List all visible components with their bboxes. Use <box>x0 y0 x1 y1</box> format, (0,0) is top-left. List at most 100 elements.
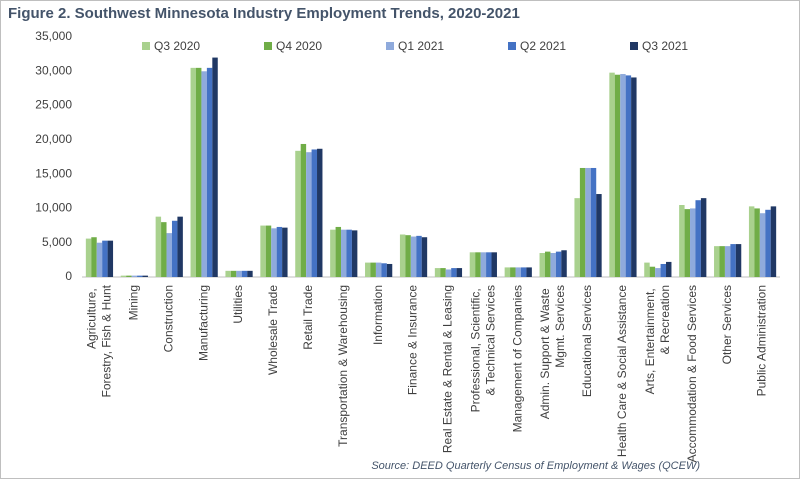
bar <box>596 194 602 277</box>
bar <box>451 268 457 277</box>
bar <box>434 268 441 277</box>
y-tick-label: 35,000 <box>35 29 72 43</box>
bar <box>504 267 511 277</box>
x-tick-label: Transportation & Warehousing <box>336 285 350 447</box>
bar <box>469 252 476 277</box>
bar <box>655 268 661 277</box>
bar <box>644 262 650 277</box>
bar <box>85 238 92 277</box>
y-tick-label: 25,000 <box>35 98 72 112</box>
bar <box>695 200 701 277</box>
bar <box>510 267 516 277</box>
bar <box>475 252 481 277</box>
bar <box>107 240 114 277</box>
bar <box>735 244 742 277</box>
bar <box>515 267 521 277</box>
bar <box>171 220 178 277</box>
bar <box>370 262 376 277</box>
bar <box>631 77 637 277</box>
legend-label: Q2 2021 <box>520 39 566 53</box>
x-tick-label: Construction <box>161 285 175 352</box>
bar <box>306 152 312 277</box>
legend-label: Q3 2021 <box>642 39 688 53</box>
bar <box>724 246 731 277</box>
legend-swatch <box>630 42 638 50</box>
bar <box>282 227 288 277</box>
bar <box>341 229 347 277</box>
bar <box>91 237 97 277</box>
source-note: Source: DEED Quarterly Census of Employm… <box>371 460 700 472</box>
bar <box>759 213 766 277</box>
bar <box>679 205 685 277</box>
bar <box>625 75 632 278</box>
x-tick-label: Accommodation & Food Services <box>685 285 699 462</box>
legend-label: Q1 2021 <box>398 39 444 53</box>
bar <box>410 236 417 277</box>
y-tick-label: 0 <box>65 269 72 283</box>
bar <box>260 225 266 277</box>
bar <box>102 240 108 277</box>
x-tick-label: Real Estate & Rental & Leasing <box>441 285 455 453</box>
y-tick-label: 30,000 <box>35 63 72 77</box>
legend-label: Q4 2020 <box>276 39 322 53</box>
bar <box>236 270 242 277</box>
bar <box>155 216 162 277</box>
bar <box>225 270 231 277</box>
bar <box>539 253 545 277</box>
bar <box>690 208 696 277</box>
bar <box>142 275 148 277</box>
bar <box>544 251 551 277</box>
y-tick-label: 5,000 <box>42 235 72 249</box>
chart-title: Figure 2. Southwest Minnesota Industry E… <box>8 5 520 22</box>
bar <box>375 262 382 277</box>
bar <box>126 275 132 277</box>
bar <box>351 230 358 277</box>
bar <box>719 246 725 277</box>
bar <box>700 198 707 277</box>
bar <box>271 228 277 277</box>
x-tick-label: Manufacturing <box>196 285 210 361</box>
bar <box>480 252 487 277</box>
bar <box>561 250 567 277</box>
bar <box>195 67 202 277</box>
legend-swatch <box>142 42 150 50</box>
bar <box>161 222 167 277</box>
bar <box>96 242 103 277</box>
x-tick-label: Educational Services <box>580 285 594 397</box>
bar <box>748 206 755 277</box>
x-tick-label: Agriculture, Forestry, Fish & Hunt <box>85 284 114 397</box>
x-tick-label: Health Care & Social Assistance <box>615 285 629 457</box>
bar <box>491 252 497 277</box>
bar <box>730 244 736 277</box>
bar <box>754 208 760 277</box>
bar <box>660 263 667 277</box>
bar <box>137 275 143 277</box>
bar <box>574 198 580 277</box>
x-tick-label: Professional, Scientific, & Technical Se… <box>469 285 498 412</box>
bar <box>381 263 387 277</box>
x-tick-label: Utilities <box>231 285 245 324</box>
y-tick-label: 20,000 <box>35 132 72 146</box>
bar <box>247 270 253 277</box>
bar <box>440 268 446 277</box>
bar <box>585 167 591 277</box>
bar <box>620 74 626 278</box>
bar <box>416 235 422 277</box>
x-tick-label: Other Services <box>720 285 734 364</box>
bar <box>649 266 656 277</box>
x-tick-label: Public Administration <box>755 285 769 396</box>
x-tick-label: Retail Trade <box>301 285 315 350</box>
x-tick-label: Arts, Entertainment, & Recreation <box>643 285 672 394</box>
legend-label: Q3 2020 <box>154 39 200 53</box>
x-tick-label: Information <box>371 285 385 345</box>
bar <box>230 270 237 277</box>
bar <box>765 209 771 277</box>
bar <box>131 275 138 277</box>
x-tick-label: Management of Companies <box>510 285 524 432</box>
bar <box>206 67 213 277</box>
x-tick-label: Wholesale Trade <box>266 285 280 375</box>
bar <box>190 67 196 277</box>
bar <box>317 148 323 277</box>
bar <box>311 149 318 277</box>
